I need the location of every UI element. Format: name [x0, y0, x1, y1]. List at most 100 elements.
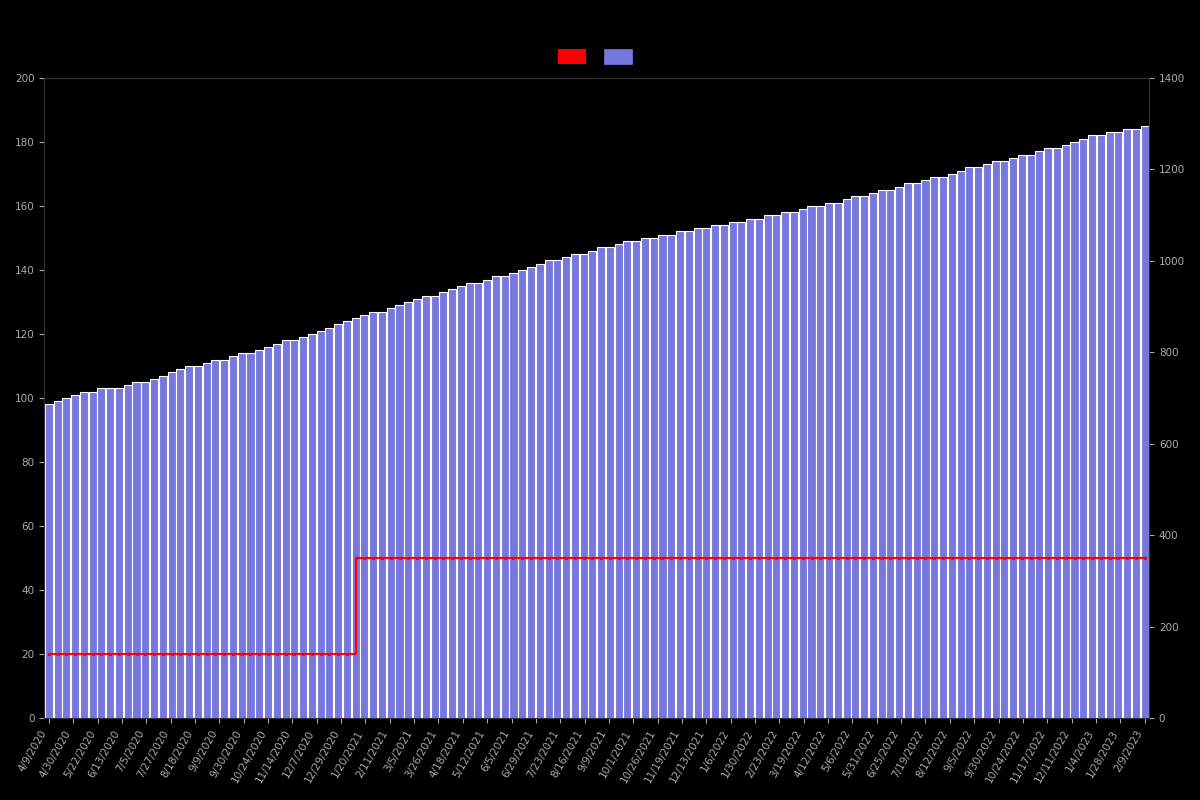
- Bar: [1036, 151, 1044, 718]
- Bar: [510, 273, 517, 718]
- Bar: [755, 218, 763, 718]
- Bar: [500, 276, 509, 718]
- Bar: [185, 366, 193, 718]
- Bar: [808, 206, 816, 718]
- Bar: [614, 244, 623, 718]
- Bar: [746, 218, 754, 718]
- Bar: [448, 289, 456, 718]
- Bar: [974, 167, 982, 718]
- Bar: [238, 354, 246, 718]
- Bar: [834, 202, 842, 718]
- Bar: [728, 222, 737, 718]
- Bar: [466, 282, 474, 718]
- Bar: [737, 222, 745, 718]
- Bar: [869, 193, 877, 718]
- Bar: [474, 282, 482, 718]
- Bar: [535, 263, 544, 718]
- Bar: [439, 292, 448, 718]
- Bar: [1115, 132, 1122, 718]
- Bar: [176, 370, 185, 718]
- Bar: [702, 228, 710, 718]
- Bar: [895, 186, 904, 718]
- Bar: [370, 311, 377, 718]
- Bar: [553, 260, 562, 718]
- Bar: [1070, 142, 1079, 718]
- Bar: [431, 295, 439, 718]
- Bar: [299, 337, 307, 718]
- Bar: [256, 350, 263, 718]
- Bar: [1044, 148, 1052, 718]
- Bar: [396, 305, 403, 718]
- Bar: [220, 360, 228, 718]
- Bar: [922, 180, 930, 718]
- Bar: [229, 357, 236, 718]
- Bar: [97, 389, 106, 718]
- Bar: [948, 174, 956, 718]
- Bar: [1097, 135, 1105, 718]
- Bar: [386, 308, 395, 718]
- Bar: [325, 327, 334, 718]
- Bar: [492, 276, 500, 718]
- Bar: [667, 234, 676, 718]
- Bar: [632, 241, 641, 718]
- Bar: [124, 386, 132, 718]
- Bar: [378, 311, 386, 718]
- Bar: [150, 379, 158, 718]
- Bar: [272, 344, 281, 718]
- Bar: [904, 183, 912, 718]
- Bar: [930, 177, 938, 718]
- Bar: [877, 190, 886, 718]
- Bar: [956, 170, 965, 718]
- Bar: [694, 228, 702, 718]
- Bar: [1009, 158, 1018, 718]
- Bar: [938, 177, 947, 718]
- Bar: [588, 250, 596, 718]
- Bar: [246, 354, 254, 718]
- Bar: [317, 330, 325, 718]
- Bar: [89, 392, 97, 718]
- Bar: [799, 209, 806, 718]
- Bar: [343, 321, 350, 718]
- Bar: [842, 199, 851, 718]
- Bar: [1001, 161, 1008, 718]
- Bar: [1105, 132, 1114, 718]
- Bar: [887, 190, 894, 718]
- Bar: [518, 270, 527, 718]
- Bar: [580, 254, 588, 718]
- Bar: [44, 405, 53, 718]
- Bar: [598, 247, 605, 718]
- Bar: [484, 279, 491, 718]
- Bar: [352, 318, 360, 718]
- Bar: [168, 373, 175, 718]
- Bar: [1027, 154, 1034, 718]
- Bar: [562, 257, 570, 718]
- Bar: [1018, 154, 1026, 718]
- Bar: [1062, 145, 1069, 718]
- Bar: [1132, 129, 1140, 718]
- Bar: [211, 360, 220, 718]
- Bar: [413, 298, 421, 718]
- Bar: [826, 202, 833, 718]
- Legend: , : ,: [554, 46, 640, 67]
- Bar: [851, 196, 859, 718]
- Bar: [457, 286, 464, 718]
- Bar: [115, 389, 124, 718]
- Bar: [659, 234, 666, 718]
- Bar: [991, 161, 1000, 718]
- Bar: [606, 247, 614, 718]
- Bar: [80, 392, 88, 718]
- Bar: [308, 334, 316, 718]
- Bar: [142, 382, 149, 718]
- Bar: [1088, 135, 1096, 718]
- Bar: [712, 225, 719, 718]
- Bar: [790, 212, 798, 718]
- Bar: [194, 366, 202, 718]
- Bar: [571, 254, 578, 718]
- Bar: [282, 341, 289, 718]
- Bar: [685, 231, 692, 718]
- Bar: [763, 215, 772, 718]
- Bar: [545, 260, 552, 718]
- Bar: [1052, 148, 1061, 718]
- Bar: [913, 183, 920, 718]
- Bar: [860, 196, 868, 718]
